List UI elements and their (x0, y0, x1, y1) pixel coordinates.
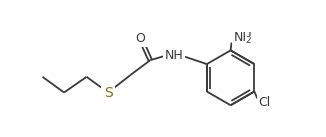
Text: 2: 2 (245, 36, 251, 45)
Text: O: O (136, 32, 145, 45)
Text: Cl: Cl (258, 96, 271, 109)
Text: NH: NH (233, 31, 252, 44)
Text: S: S (104, 85, 112, 99)
Text: NH: NH (164, 49, 183, 62)
